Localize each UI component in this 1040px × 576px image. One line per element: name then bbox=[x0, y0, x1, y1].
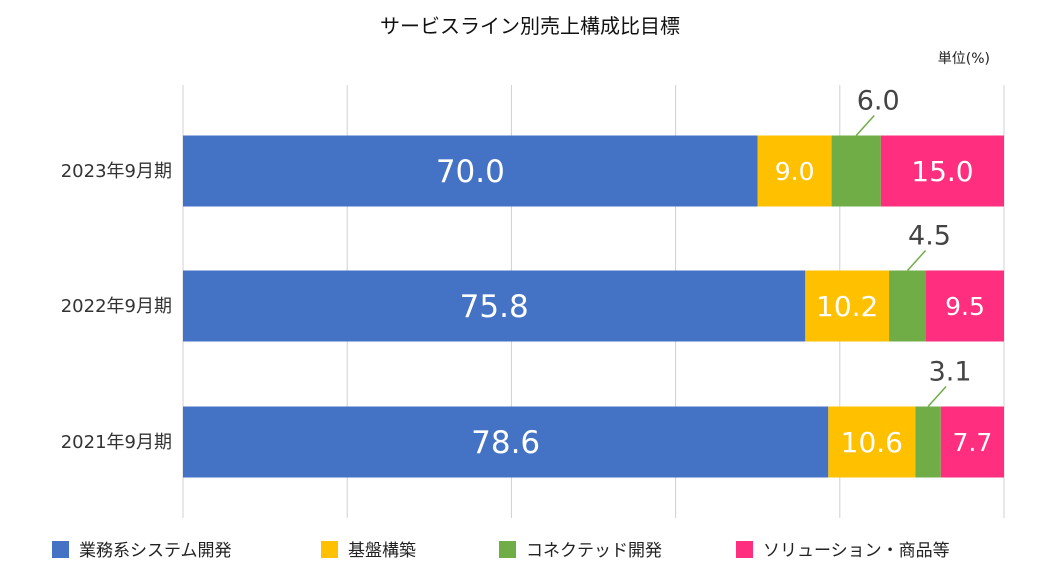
category-label: 2022年9月期 bbox=[61, 296, 172, 317]
data-label: 4.5 bbox=[908, 221, 951, 252]
data-label: 6.0 bbox=[857, 86, 900, 117]
data-label: 3.1 bbox=[929, 357, 972, 388]
legend-label: 基盤構築 bbox=[348, 541, 416, 561]
legend: 業務系システム開発 基盤構築 コネクテッド開発 ソリューション・商品等 bbox=[52, 541, 950, 561]
bar-segment bbox=[828, 406, 916, 478]
bar-segment bbox=[757, 135, 832, 207]
bars: 70.0 9.0 6.0 15.0 75.8 10.2 4.5 9.5 78.6 10.6 3.1 7… bbox=[183, 86, 1004, 478]
data-label: 10.2 bbox=[816, 290, 878, 323]
leader-line bbox=[906, 249, 927, 272]
bar-segment bbox=[926, 270, 1004, 342]
category-label: 2021年9月期 bbox=[61, 432, 172, 453]
leader-line bbox=[855, 114, 875, 137]
category-labels: 2023年9月期 2022年9月期 2021年9月期 bbox=[61, 161, 172, 453]
category-label: 2023年9月期 bbox=[61, 161, 172, 182]
bar-segment bbox=[183, 270, 806, 342]
bar-segment bbox=[831, 135, 881, 207]
bar-segment bbox=[940, 406, 1004, 478]
data-label: 75.8 bbox=[460, 289, 529, 325]
legend-swatch bbox=[321, 541, 338, 558]
unit-label: 単位(%) bbox=[938, 51, 990, 67]
bar-segment bbox=[915, 406, 941, 478]
data-label: 10.6 bbox=[841, 426, 903, 459]
bar-segment bbox=[889, 270, 927, 342]
legend-swatch bbox=[499, 541, 516, 558]
legend-label: コネクテッド開発 bbox=[526, 541, 662, 561]
legend-label: ソリューション・商品等 bbox=[763, 541, 950, 561]
data-label: 9.5 bbox=[945, 292, 985, 321]
data-label: 7.7 bbox=[953, 428, 993, 457]
data-label: 70.0 bbox=[436, 154, 505, 190]
bar-segment bbox=[183, 406, 829, 478]
bar-segment bbox=[805, 270, 890, 342]
data-label: 9.0 bbox=[775, 157, 815, 186]
legend-swatch bbox=[52, 541, 69, 558]
legend-label: 業務系システム開発 bbox=[79, 541, 232, 561]
chart-title: サービスライン別売上構成比目標 bbox=[380, 14, 680, 38]
data-label: 15.0 bbox=[911, 155, 973, 188]
bar-segment bbox=[183, 135, 758, 207]
bar-segment bbox=[880, 135, 1004, 207]
legend-swatch bbox=[736, 541, 753, 558]
leader-line bbox=[927, 385, 947, 408]
data-label: 78.6 bbox=[471, 425, 540, 461]
